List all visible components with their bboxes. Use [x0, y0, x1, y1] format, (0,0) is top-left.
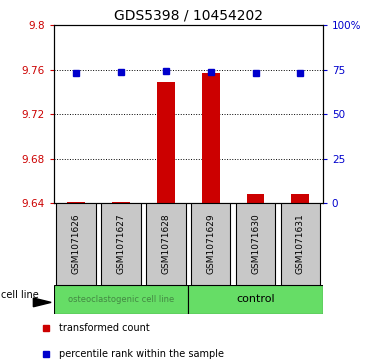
Bar [101, 203, 141, 285]
Text: GSM1071626: GSM1071626 [72, 214, 81, 274]
Text: transformed count: transformed count [59, 323, 150, 333]
Polygon shape [33, 298, 51, 307]
Bar [54, 285, 188, 314]
Text: osteoclastogenic cell line: osteoclastogenic cell line [68, 295, 174, 304]
Bar [188, 285, 323, 314]
Bar [280, 203, 320, 285]
Text: percentile rank within the sample: percentile rank within the sample [59, 348, 224, 359]
Bar [112, 202, 130, 203]
Text: GSM1071629: GSM1071629 [206, 214, 215, 274]
Bar [67, 202, 85, 203]
Title: GDS5398 / 10454202: GDS5398 / 10454202 [114, 9, 263, 23]
Bar [247, 194, 265, 203]
Bar [56, 203, 96, 285]
Text: control: control [236, 294, 275, 305]
Bar [291, 194, 309, 203]
Text: GSM1071631: GSM1071631 [296, 214, 305, 274]
Bar [202, 73, 220, 203]
Bar [236, 203, 275, 285]
Bar [157, 82, 175, 203]
Bar [146, 203, 186, 285]
Text: GSM1071628: GSM1071628 [161, 214, 170, 274]
Text: GSM1071630: GSM1071630 [251, 214, 260, 274]
Text: GSM1071627: GSM1071627 [116, 214, 125, 274]
Bar [191, 203, 230, 285]
Text: cell line: cell line [1, 290, 39, 300]
